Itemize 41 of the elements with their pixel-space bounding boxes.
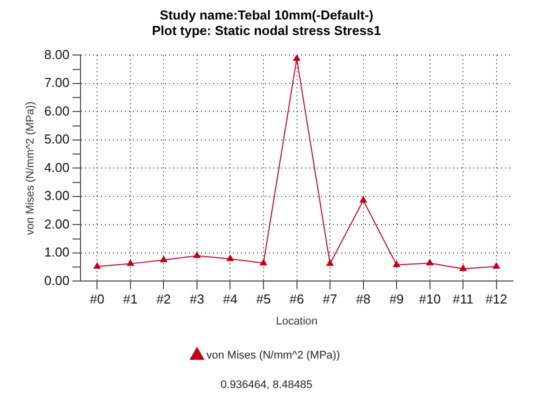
text: 0.936464, 8.48485 bbox=[220, 379, 312, 392]
x-tick-label: #4 bbox=[222, 292, 238, 307]
y-tick-label: 1.00 bbox=[44, 244, 70, 260]
y-tick-label: 0.00 bbox=[44, 272, 70, 288]
x-tick-label: #1 bbox=[123, 292, 138, 307]
point bbox=[260, 259, 268, 266]
point bbox=[360, 196, 367, 203]
point bbox=[126, 260, 134, 266]
x-tick-label: #8 bbox=[356, 292, 371, 307]
chart-title: Study name:Tebal 10mm(-Default-) bbox=[160, 7, 374, 22]
x-tick-label: #10 bbox=[418, 292, 441, 307]
point bbox=[160, 256, 168, 262]
point bbox=[293, 55, 300, 61]
chart-subtitle: Plot type: Static nodal stress Stress1 bbox=[152, 22, 382, 38]
point bbox=[326, 260, 334, 266]
x-tick-label: #3 bbox=[190, 292, 204, 307]
point bbox=[193, 252, 200, 258]
x-tick-label: #12 bbox=[486, 292, 508, 307]
y-tick-label: 2.00 bbox=[44, 216, 70, 232]
x-tick-label: #6 bbox=[290, 292, 304, 307]
x-tick-label: #11 bbox=[452, 292, 474, 307]
y-axis-title: von Mises (N/mm^2 (MPa)) bbox=[24, 101, 37, 235]
y-tick-label: 3.00 bbox=[44, 188, 70, 204]
point bbox=[94, 262, 101, 269]
point bbox=[393, 260, 400, 268]
y-tick-label: 6.00 bbox=[44, 103, 70, 118]
point bbox=[226, 254, 234, 262]
x-tick-label: #2 bbox=[156, 292, 171, 307]
y-tick-label: 7.00 bbox=[44, 75, 70, 90]
point bbox=[460, 264, 467, 272]
x-tick-label: #9 bbox=[389, 292, 404, 307]
y-tick-label: 8.00 bbox=[44, 46, 70, 62]
x-axis-title: Location bbox=[276, 315, 318, 328]
legend-label: von Mises (N/mm^2 (MPa)) bbox=[206, 350, 340, 362]
y-tick-label: 4.00 bbox=[44, 160, 70, 175]
point bbox=[492, 262, 500, 269]
x-tick-label: #5 bbox=[256, 292, 271, 307]
x-tick-label: #0 bbox=[90, 292, 104, 307]
x-tick-label: #7 bbox=[322, 292, 338, 307]
point bbox=[426, 259, 434, 266]
y-tick-label: 5.00 bbox=[44, 132, 70, 147]
